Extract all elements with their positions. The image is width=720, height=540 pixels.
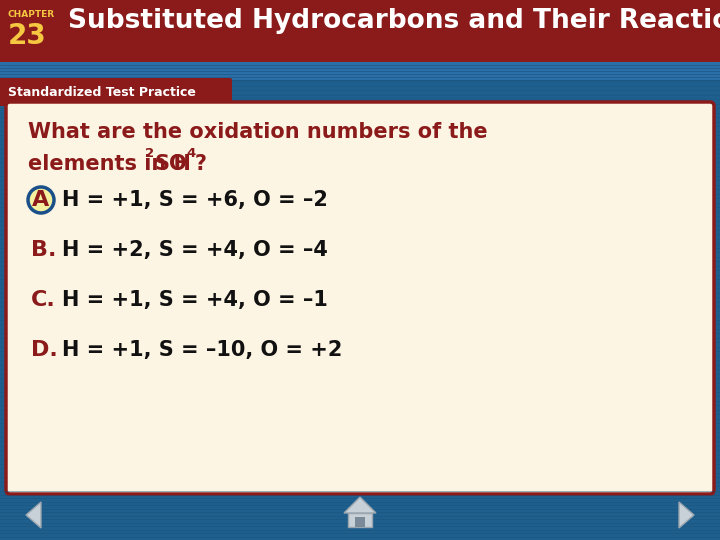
Text: B.: B. bbox=[31, 240, 56, 260]
FancyBboxPatch shape bbox=[0, 62, 720, 80]
Text: H = +2, S = +4, O = –4: H = +2, S = +4, O = –4 bbox=[62, 240, 328, 260]
Circle shape bbox=[28, 187, 54, 213]
Text: D.: D. bbox=[31, 340, 58, 360]
Text: H = +1, S = +6, O = –2: H = +1, S = +6, O = –2 bbox=[62, 190, 328, 210]
FancyBboxPatch shape bbox=[0, 490, 720, 540]
Text: Substituted Hydrocarbons and Their Reactions: Substituted Hydrocarbons and Their React… bbox=[68, 8, 720, 34]
Text: 23: 23 bbox=[8, 22, 47, 50]
Polygon shape bbox=[348, 513, 372, 527]
Text: CHAPTER: CHAPTER bbox=[8, 10, 55, 19]
FancyBboxPatch shape bbox=[0, 78, 232, 106]
Text: C.: C. bbox=[31, 290, 55, 310]
Polygon shape bbox=[679, 502, 694, 528]
Text: What are the oxidation numbers of the: What are the oxidation numbers of the bbox=[28, 122, 487, 142]
Polygon shape bbox=[344, 497, 376, 513]
Text: 4: 4 bbox=[186, 147, 195, 160]
Text: H = +1, S = +4, O = –1: H = +1, S = +4, O = –1 bbox=[62, 290, 328, 310]
Text: SO: SO bbox=[154, 154, 186, 174]
Polygon shape bbox=[355, 517, 365, 527]
Text: 2: 2 bbox=[145, 147, 154, 160]
FancyBboxPatch shape bbox=[6, 102, 714, 494]
FancyBboxPatch shape bbox=[0, 0, 720, 62]
Text: A: A bbox=[32, 190, 50, 210]
Text: Standardized Test Practice: Standardized Test Practice bbox=[8, 85, 196, 98]
Text: ?: ? bbox=[195, 154, 207, 174]
Text: H = +1, S = –10, O = +2: H = +1, S = –10, O = +2 bbox=[62, 340, 343, 360]
Text: elements in H: elements in H bbox=[28, 154, 191, 174]
Polygon shape bbox=[26, 502, 41, 528]
